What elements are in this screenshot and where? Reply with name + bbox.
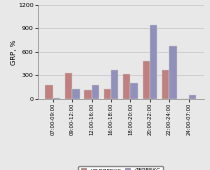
Bar <box>72 89 80 99</box>
Bar <box>169 46 177 99</box>
Bar <box>53 98 60 99</box>
Bar <box>65 73 72 99</box>
Bar <box>111 70 118 99</box>
Bar <box>143 61 150 99</box>
Bar <box>162 70 169 99</box>
Bar <box>130 83 138 99</box>
Bar <box>104 89 111 99</box>
Legend: КОЛДРЕКС, ФЕРВЕКС: КОЛДРЕКС, ФЕРВЕКС <box>78 166 163 170</box>
Y-axis label: GRP, %: GRP, % <box>11 39 17 65</box>
Bar <box>123 74 130 99</box>
Bar <box>84 90 92 99</box>
Bar <box>150 25 157 99</box>
Bar <box>92 85 99 99</box>
Bar <box>189 95 196 99</box>
Bar <box>45 85 53 99</box>
